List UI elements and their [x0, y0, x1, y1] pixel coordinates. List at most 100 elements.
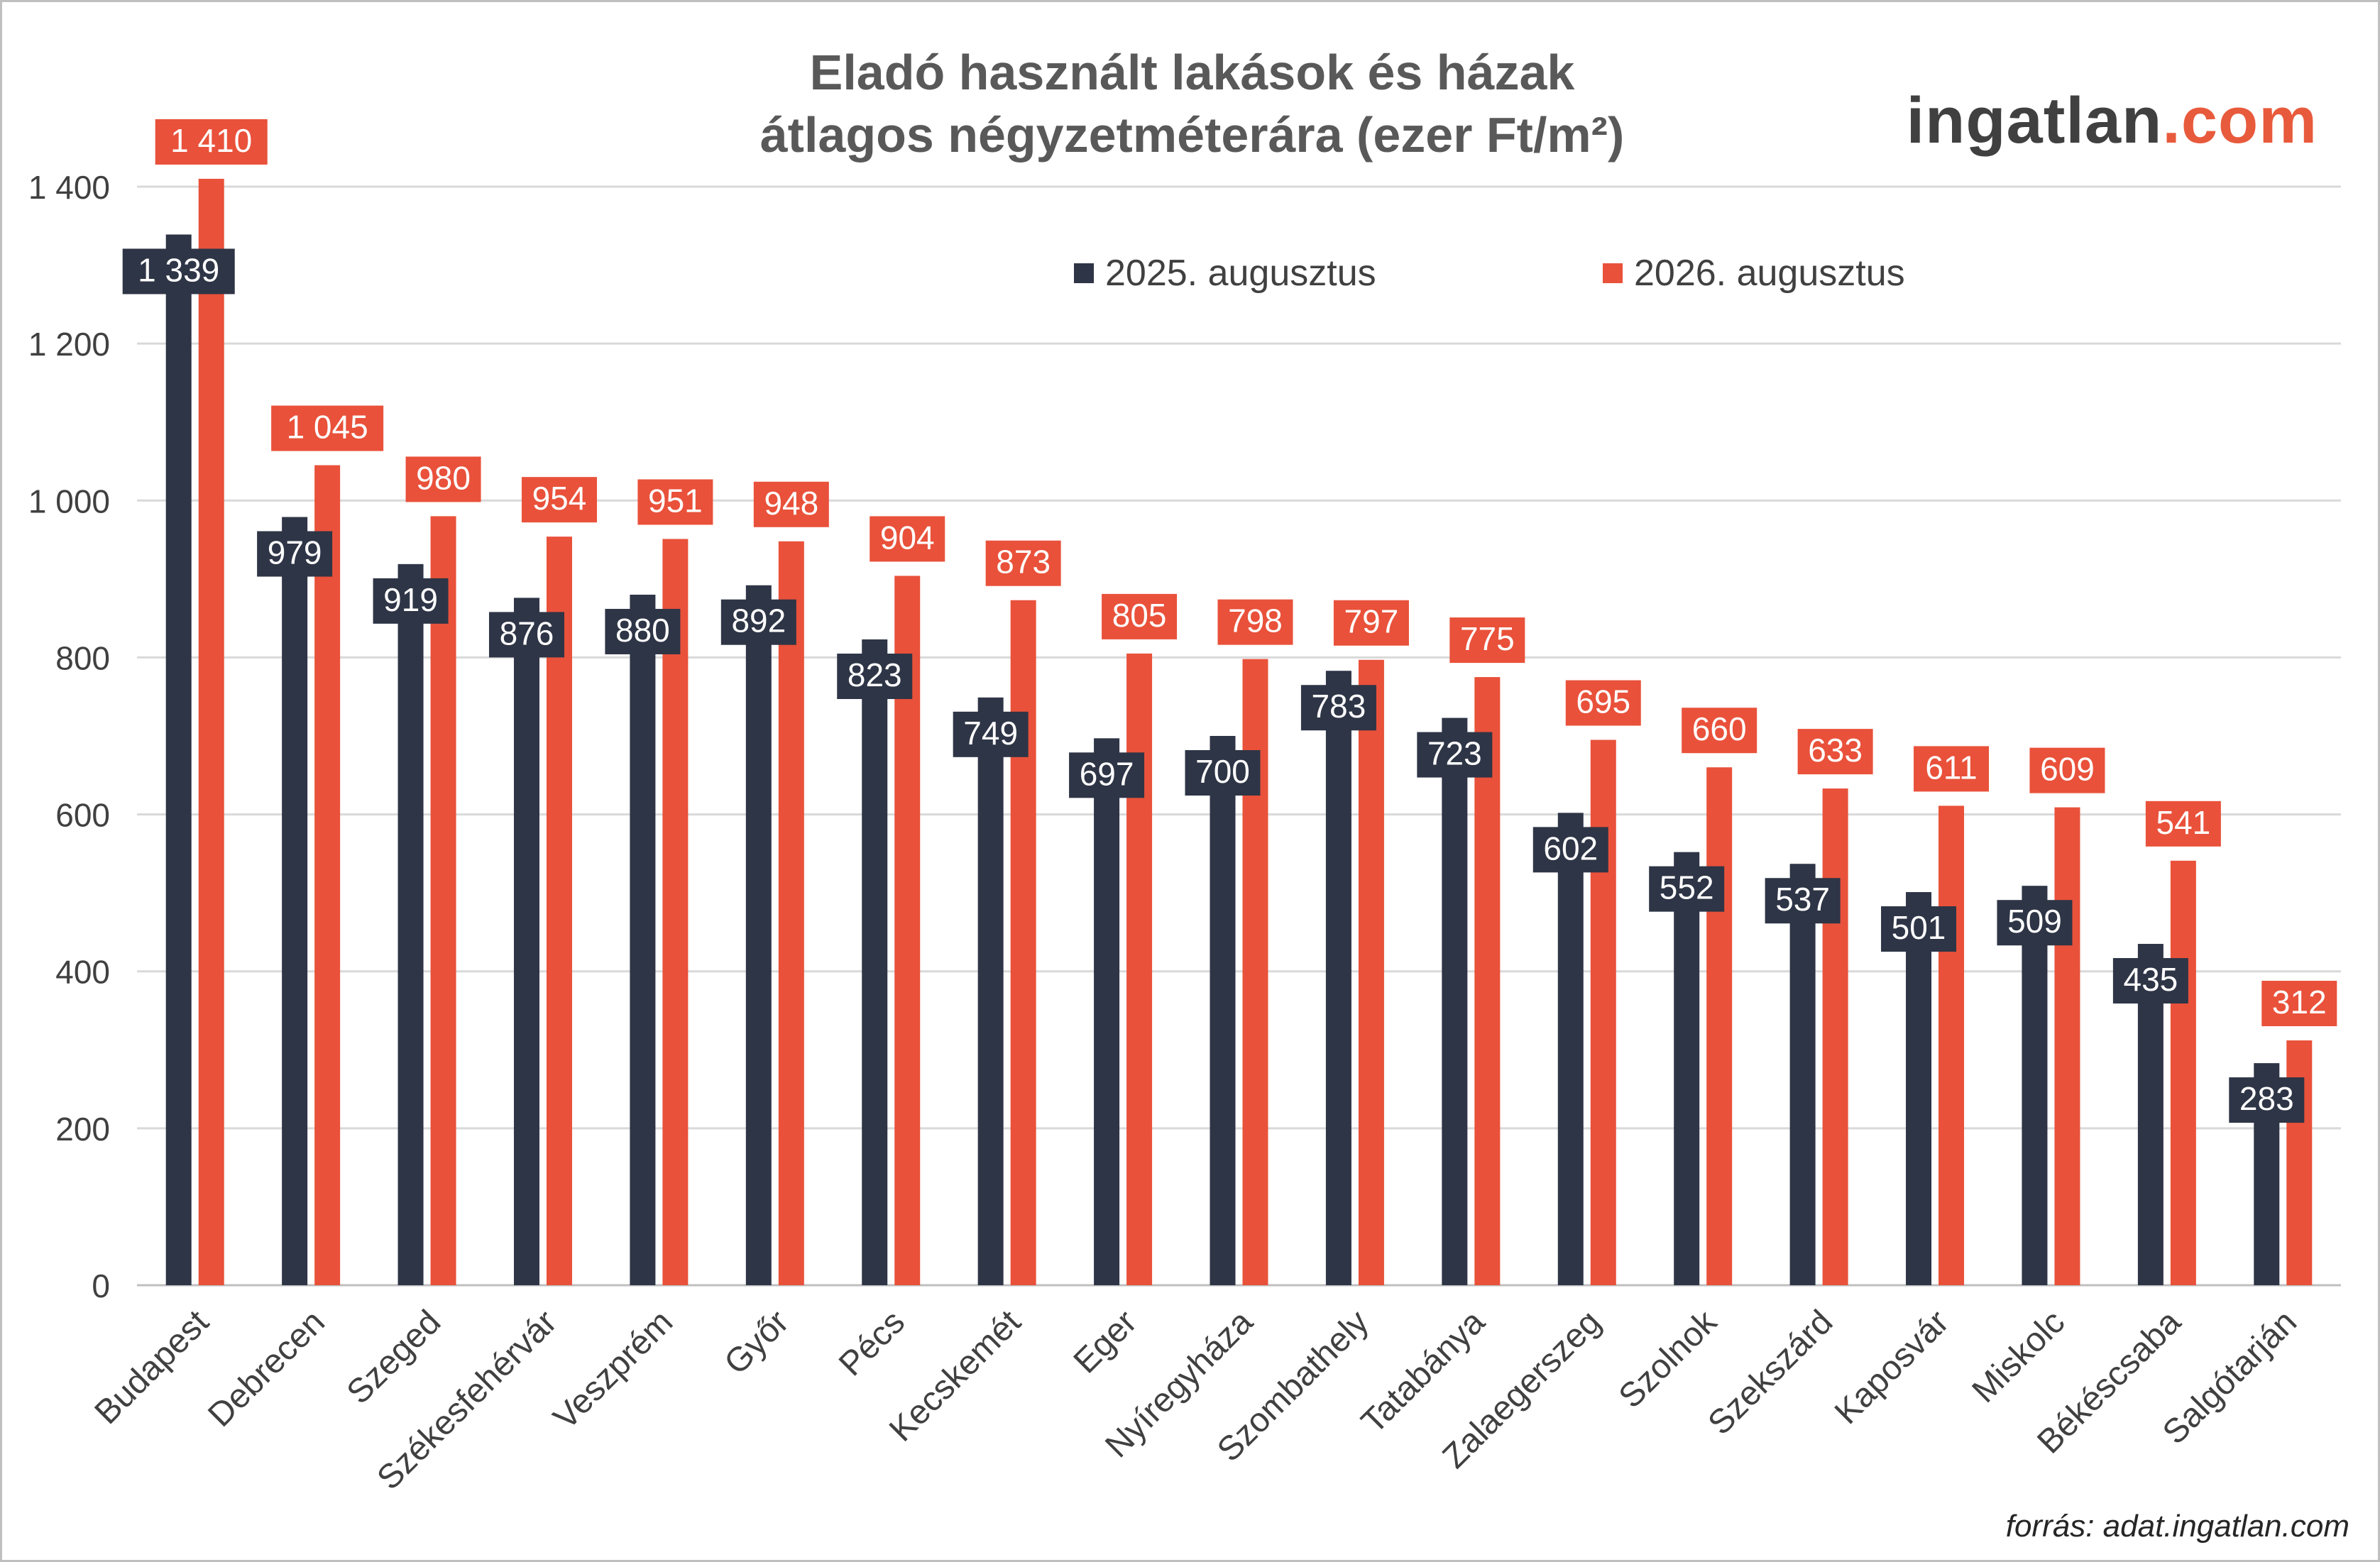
x-tick-label: Szekszárd — [1701, 1303, 1840, 1442]
chart-title: Eladó használt lakások és házak átlagos … — [2, 41, 2378, 166]
bar-series-1 — [1674, 852, 1700, 1285]
data-label-series-1: 979 — [268, 534, 322, 571]
data-label-series-2: 873 — [996, 544, 1051, 581]
y-tick-label: 600 — [55, 797, 110, 834]
data-label-series-2: 954 — [532, 480, 587, 517]
data-label-series-1: 435 — [2123, 961, 2178, 998]
legend-label-series-2: 2026. augusztus — [1634, 253, 1905, 294]
data-label-box-series-1 — [1185, 750, 1261, 796]
brand-logo: ingatlan.com — [1907, 84, 2318, 158]
data-label-box-series-2 — [1102, 593, 1178, 639]
data-label-box-series-1 — [1532, 827, 1608, 873]
data-label-series-2: 775 — [1460, 620, 1515, 657]
data-label-series-1: 700 — [1195, 753, 1250, 790]
bar-series-2 — [778, 541, 804, 1285]
data-label-box-series-2 — [1797, 729, 1873, 775]
data-label-series-1: 880 — [615, 612, 670, 649]
bar-series-2 — [2286, 1040, 2313, 1285]
data-label-series-1: 919 — [383, 581, 438, 618]
bar-series-1 — [862, 639, 888, 1285]
brand-logo-name: ingatlan — [1906, 84, 2163, 157]
data-label-series-2: 1 045 — [287, 409, 368, 446]
data-label-box-series-2 — [1217, 599, 1293, 645]
bar-series-2 — [1938, 805, 1965, 1285]
bar-series-2 — [1358, 659, 1384, 1285]
bar-series-1 — [282, 517, 308, 1285]
data-label-box-series-1 — [488, 612, 564, 658]
brand-logo-domain: .com — [2162, 84, 2318, 157]
data-label-box-series-1 — [1881, 906, 1957, 952]
data-label-series-2: 904 — [880, 519, 935, 556]
data-label-box-series-1 — [2229, 1077, 2305, 1123]
data-label-series-2: 609 — [2040, 751, 2095, 788]
legend-swatch-series-1 — [1074, 263, 1094, 283]
bar-series-1 — [1789, 864, 1816, 1285]
bar-series-1 — [1906, 892, 1932, 1285]
bar-series-1 — [1325, 671, 1351, 1285]
data-label-box-series-1 — [837, 653, 913, 699]
bar-series-1 — [977, 697, 1004, 1285]
data-label-box-series-1 — [1997, 900, 2073, 946]
data-label-box-series-2 — [1449, 617, 1525, 664]
data-label-box-series-1 — [1417, 732, 1493, 778]
bar-series-2 — [1474, 677, 1501, 1285]
legend-label-series-1: 2025. augusztus — [1105, 253, 1376, 294]
data-label-series-1: 823 — [848, 656, 902, 693]
data-label-series-1: 501 — [1892, 909, 1946, 946]
data-label-series-2: 541 — [2156, 804, 2210, 841]
data-label-series-2: 798 — [1228, 603, 1283, 639]
data-label-box-series-2 — [271, 405, 384, 451]
bar-series-2 — [1822, 788, 1848, 1285]
data-label-box-series-1 — [257, 531, 333, 577]
data-label-series-1: 749 — [963, 715, 1018, 752]
data-label-box-series-1 — [122, 248, 235, 295]
data-label-series-1: 602 — [1543, 830, 1598, 867]
x-tick-label: Budapest — [88, 1303, 216, 1431]
bar-series-2 — [1126, 653, 1153, 1285]
bar-series-1 — [1210, 736, 1236, 1285]
data-label-box-series-1 — [720, 599, 796, 645]
legend-swatch-series-2 — [1603, 263, 1623, 283]
data-label-series-1: 876 — [500, 615, 554, 651]
x-tick-label: Eger — [1067, 1303, 1144, 1380]
chart-title-line-2: átlagos négyzetméterára (ezer Ft/m²) — [759, 107, 1625, 163]
data-label-box-series-1 — [1069, 752, 1145, 798]
data-label-box-series-2 — [1565, 680, 1641, 726]
data-label-box-series-1 — [605, 608, 681, 654]
bar-series-2 — [1010, 600, 1036, 1285]
data-label-box-series-2 — [870, 516, 945, 562]
bar-series-2 — [1706, 767, 1733, 1285]
data-label-series-1: 552 — [1660, 869, 1714, 906]
data-label-series-1: 537 — [1775, 881, 1830, 918]
data-label-box-series-2 — [2145, 801, 2221, 847]
bar-series-1 — [2022, 886, 2048, 1285]
x-tick-label: Pécs — [832, 1303, 912, 1383]
bar-series-1 — [165, 234, 192, 1285]
data-label-box-series-2 — [1333, 600, 1409, 646]
data-label-series-1: 509 — [2007, 903, 2062, 940]
data-label-box-series-1 — [2112, 958, 2188, 1004]
legend-item-series-1: 2025. augusztus — [1074, 252, 1376, 295]
data-label-box-series-2 — [1914, 746, 1990, 792]
bar-series-1 — [745, 585, 772, 1285]
data-label-series-2: 980 — [416, 459, 471, 496]
bar-series-2 — [198, 178, 224, 1285]
bar-series-2 — [314, 465, 341, 1285]
x-tick-label: Szeged — [340, 1303, 449, 1412]
data-label-series-1: 783 — [1312, 688, 1366, 725]
x-tick-label: Szolnok — [1612, 1303, 1725, 1416]
x-tick-label: Kaposvár — [1828, 1303, 1956, 1431]
bar-series-1 — [630, 594, 656, 1285]
bar-series-2 — [2170, 860, 2196, 1285]
bar-series-1 — [1557, 813, 1584, 1285]
data-label-series-2: 1 410 — [170, 122, 252, 159]
bar-series-2 — [430, 516, 456, 1285]
bar-series-2 — [2054, 807, 2080, 1285]
data-label-box-series-2 — [985, 540, 1061, 586]
data-label-box-series-1 — [1765, 878, 1841, 924]
x-tick-label: Veszprém — [547, 1303, 680, 1436]
data-label-series-2: 695 — [1576, 683, 1630, 720]
bar-series-1 — [513, 598, 539, 1285]
